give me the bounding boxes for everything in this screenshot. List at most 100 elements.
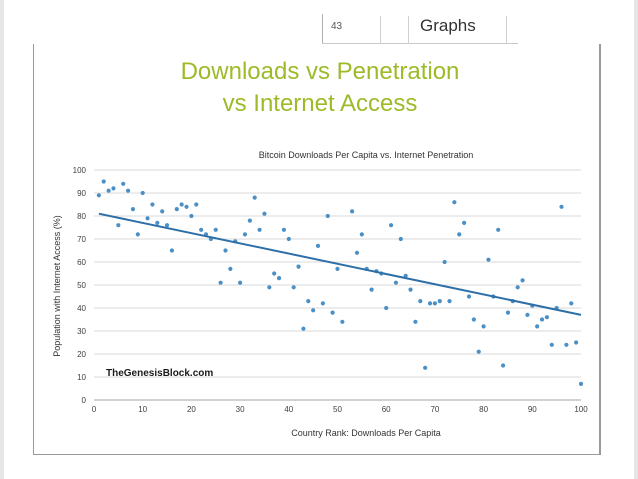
data-point — [496, 227, 501, 232]
data-point — [106, 188, 111, 193]
data-point — [169, 248, 175, 253]
data-point — [160, 209, 165, 214]
data-point — [354, 250, 360, 255]
y-tick-label: 50 — [77, 281, 86, 290]
slide-number: 43 — [331, 21, 343, 32]
slide-title-line2: vs Internet Access — [222, 90, 418, 117]
source-annotation: TheGenesisBlock.com — [106, 368, 213, 379]
data-point — [262, 211, 267, 216]
x-tick-label: 50 — [333, 405, 342, 414]
y-tick-label: 0 — [82, 396, 87, 405]
data-point — [276, 276, 282, 281]
data-point — [423, 365, 428, 370]
data-point — [164, 223, 170, 228]
data-point — [184, 204, 189, 209]
data-point — [155, 220, 160, 225]
data-point — [286, 236, 291, 242]
data-point — [267, 285, 272, 290]
right-rule — [600, 44, 601, 455]
data-point — [476, 349, 481, 354]
data-point — [388, 223, 394, 228]
data-point — [96, 193, 101, 198]
data-point — [325, 213, 330, 219]
scatter-chart: Bitcoin Downloads Per Capita vs. Interne… — [46, 138, 594, 440]
data-point — [130, 207, 136, 212]
trendline — [98, 212, 582, 316]
data-point — [291, 285, 296, 290]
header-tick — [380, 16, 381, 44]
data-point — [257, 227, 262, 232]
data-point — [539, 317, 545, 322]
data-point — [306, 299, 311, 304]
data-point — [403, 273, 408, 278]
data-point — [116, 223, 121, 228]
header-tick — [408, 16, 409, 44]
y-tick-label: 10 — [77, 373, 86, 382]
data-point — [315, 243, 321, 248]
data-point — [447, 299, 452, 304]
data-point — [199, 227, 204, 232]
data-point — [340, 319, 345, 324]
data-point — [452, 200, 457, 205]
data-point — [145, 216, 150, 221]
data-point — [520, 278, 525, 283]
chart-title: Bitcoin Downloads Per Capita vs. Interne… — [259, 150, 474, 160]
data-point — [189, 213, 194, 219]
data-point — [359, 232, 364, 237]
data-point — [413, 319, 418, 324]
x-tick-label: 90 — [528, 405, 537, 414]
data-point — [500, 363, 506, 368]
data-point — [135, 232, 140, 237]
data-point — [393, 280, 399, 285]
y-axis-label: Population with Internet Access (%) — [52, 215, 62, 357]
y-tick-label: 30 — [77, 327, 86, 336]
data-point — [296, 264, 301, 269]
slide-title-line1: Downloads vs Penetration — [180, 58, 460, 85]
x-tick-label: 60 — [382, 405, 391, 414]
data-point — [238, 280, 243, 285]
x-tick-label: 100 — [574, 405, 588, 414]
data-point — [247, 218, 252, 223]
data-point — [369, 287, 374, 292]
x-tick-label: 80 — [479, 405, 488, 414]
x-tick-label: 0 — [92, 405, 97, 414]
y-tick-label: 80 — [77, 212, 86, 221]
y-tick-label: 70 — [77, 235, 86, 244]
data-point — [408, 287, 413, 292]
header-divider — [322, 14, 323, 44]
data-point — [466, 294, 472, 299]
data-point — [330, 310, 335, 315]
data-point — [432, 301, 437, 306]
data-point — [218, 280, 223, 285]
data-point — [549, 342, 554, 347]
data-point — [125, 188, 131, 193]
data-points — [96, 179, 584, 386]
y-tick-label: 40 — [77, 304, 86, 313]
data-point — [174, 207, 179, 212]
header-tick — [506, 16, 507, 44]
y-tick-label: 20 — [77, 350, 86, 359]
data-point — [272, 271, 277, 276]
data-point — [194, 202, 199, 207]
data-point — [437, 299, 442, 304]
data-point — [228, 266, 233, 271]
data-point — [559, 204, 564, 209]
data-point — [462, 220, 467, 225]
data-point — [223, 248, 228, 253]
data-point — [179, 202, 184, 207]
data-point — [150, 202, 155, 207]
header-underline — [322, 43, 518, 44]
x-tick-labels: 0 10 20 30 40 50 60 70 80 90 100 — [92, 405, 588, 414]
content-border — [33, 44, 600, 455]
gridlines — [94, 169, 581, 378]
data-point — [569, 301, 574, 306]
data-point — [101, 179, 106, 184]
x-axis-label: Country Rank: Downloads Per Capita — [291, 428, 441, 438]
y-tick-label: 100 — [73, 166, 87, 175]
x-tick-label: 10 — [138, 405, 147, 414]
x-tick-label: 70 — [430, 405, 439, 414]
data-point — [350, 209, 355, 214]
data-point — [311, 308, 316, 313]
data-point — [578, 381, 584, 386]
